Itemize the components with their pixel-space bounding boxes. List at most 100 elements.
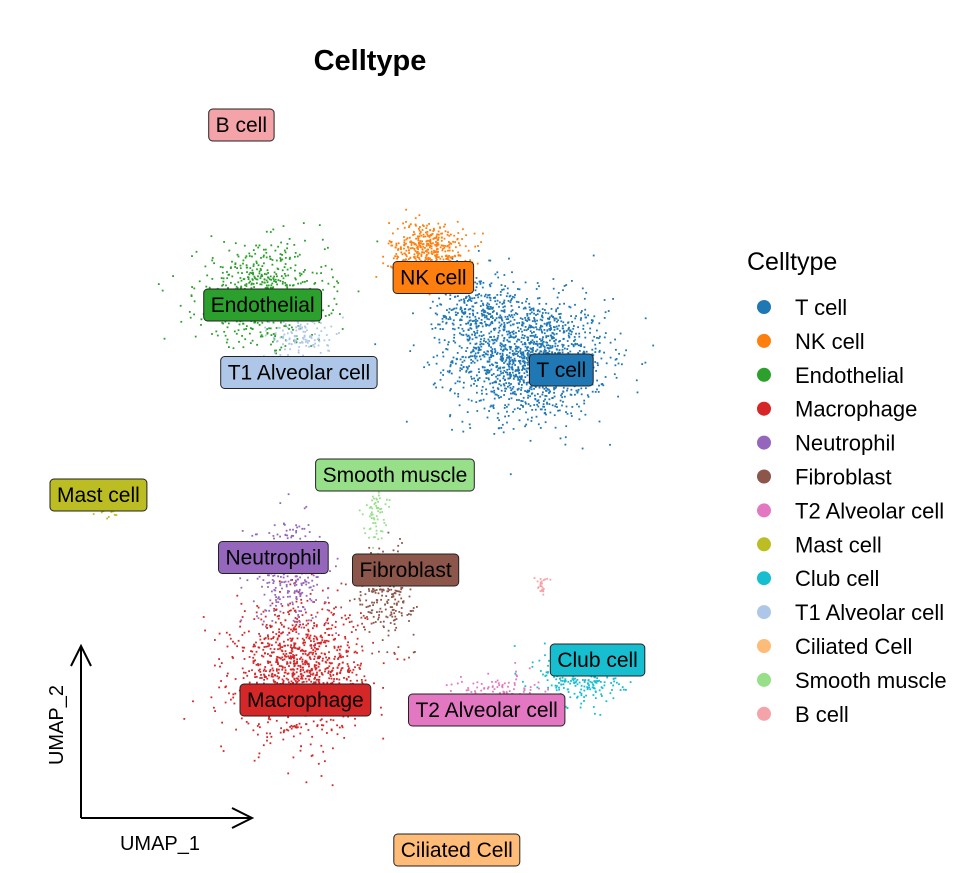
data-point xyxy=(390,611,393,614)
data-point xyxy=(292,662,295,665)
data-point xyxy=(339,672,342,675)
data-point xyxy=(279,647,281,650)
data-point xyxy=(374,589,376,592)
data-point xyxy=(490,321,493,324)
data-point xyxy=(295,531,297,534)
data-point xyxy=(512,392,514,395)
data-point xyxy=(449,294,452,297)
data-point xyxy=(508,359,511,361)
data-point xyxy=(524,376,527,378)
data-point xyxy=(511,309,514,311)
data-point xyxy=(594,351,597,353)
data-point xyxy=(504,285,507,287)
data-point xyxy=(593,315,596,318)
data-point xyxy=(475,336,478,339)
data-point xyxy=(305,505,308,508)
data-point xyxy=(574,393,576,396)
data-point xyxy=(447,318,450,321)
data-point xyxy=(405,242,407,245)
data-point xyxy=(268,327,270,330)
data-point xyxy=(573,682,576,685)
data-point xyxy=(314,282,317,284)
data-point xyxy=(396,227,399,230)
data-point xyxy=(292,603,294,606)
data-point xyxy=(482,281,485,284)
data-point xyxy=(338,655,341,658)
data-point xyxy=(543,348,546,351)
data-point xyxy=(236,267,238,269)
data-point xyxy=(470,327,473,330)
data-point xyxy=(300,626,303,629)
data-point xyxy=(265,625,267,628)
data-point xyxy=(254,676,256,678)
data-point xyxy=(326,681,329,684)
data-point xyxy=(515,674,518,676)
data-point xyxy=(300,610,302,612)
data-point xyxy=(228,346,230,348)
data-point xyxy=(506,330,508,333)
data-point xyxy=(516,313,519,315)
data-point xyxy=(279,644,281,647)
data-point xyxy=(512,281,515,283)
data-point xyxy=(487,338,490,341)
data-point xyxy=(269,286,272,289)
data-point xyxy=(457,295,459,297)
data-point xyxy=(541,342,544,344)
data-point xyxy=(304,280,306,283)
data-point xyxy=(304,677,307,680)
data-point xyxy=(329,673,332,676)
data-point xyxy=(284,263,287,265)
data-point xyxy=(287,603,289,606)
data-point xyxy=(530,307,533,310)
data-point xyxy=(488,340,491,343)
data-point xyxy=(291,650,294,653)
data-point xyxy=(413,231,415,233)
data-point xyxy=(467,329,470,331)
data-point xyxy=(325,656,327,659)
data-point xyxy=(210,696,213,699)
data-point xyxy=(528,342,531,345)
data-point xyxy=(542,673,544,676)
data-point xyxy=(92,513,95,515)
data-point xyxy=(230,281,232,284)
data-point xyxy=(496,312,498,315)
data-point xyxy=(524,319,527,321)
data-point xyxy=(408,258,410,261)
data-point xyxy=(190,294,193,297)
data-point xyxy=(299,749,302,752)
data-point xyxy=(433,249,435,252)
data-point xyxy=(491,382,494,384)
data-point xyxy=(520,336,523,339)
data-point xyxy=(286,575,289,578)
data-point xyxy=(499,324,502,327)
data-point xyxy=(482,302,484,305)
data-point xyxy=(307,662,310,665)
data-point xyxy=(486,318,489,320)
data-point xyxy=(256,533,258,536)
data-point xyxy=(293,665,296,668)
data-point xyxy=(246,579,249,582)
data-point xyxy=(578,335,581,338)
data-point xyxy=(594,347,597,350)
data-point xyxy=(469,342,472,345)
data-point xyxy=(266,269,269,272)
data-point xyxy=(480,345,483,348)
data-point xyxy=(584,308,587,311)
data-point xyxy=(329,718,332,721)
data-point xyxy=(517,366,520,368)
data-point xyxy=(536,400,539,402)
data-point xyxy=(527,318,530,321)
data-point xyxy=(279,535,281,538)
data-point xyxy=(249,342,252,344)
data-point xyxy=(541,386,544,389)
data-point xyxy=(319,719,322,722)
data-point xyxy=(397,242,400,245)
data-point xyxy=(252,660,255,663)
data-point xyxy=(595,370,597,372)
data-point xyxy=(463,302,466,304)
data-point xyxy=(394,598,397,601)
data-point xyxy=(405,255,408,258)
data-point xyxy=(268,609,271,612)
data-point xyxy=(521,323,524,326)
data-point xyxy=(254,673,256,676)
